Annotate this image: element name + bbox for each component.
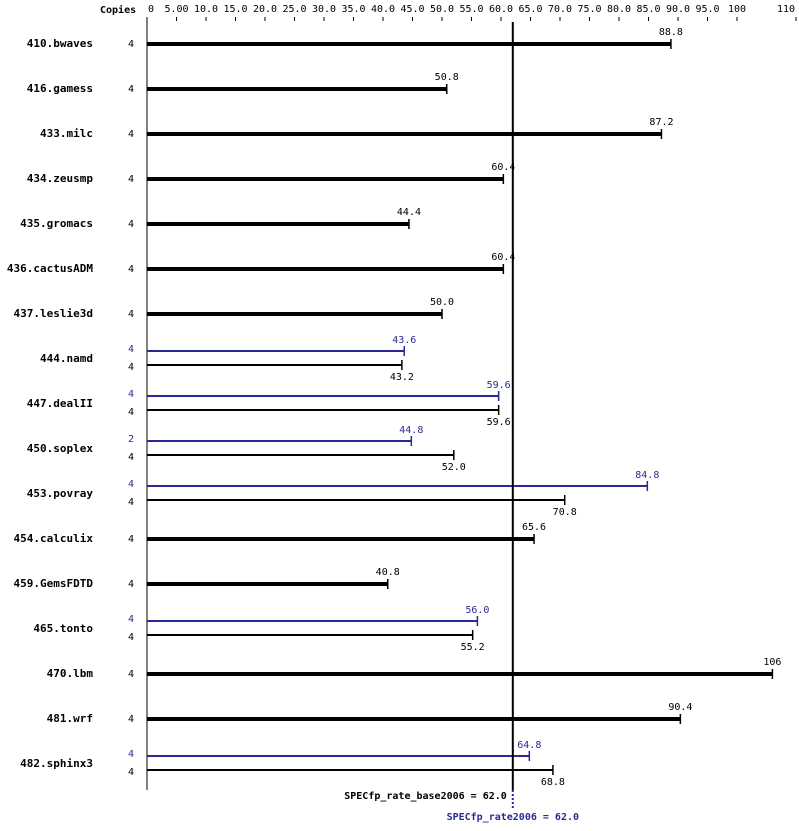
- copies: 4: [128, 714, 134, 725]
- value-label: 60.4: [491, 252, 515, 263]
- row-label: 434.zeusmp: [27, 172, 94, 185]
- value-label: 65.6: [522, 522, 546, 533]
- x-tick-label: 0: [148, 4, 154, 15]
- value-label: 90.4: [668, 702, 692, 713]
- x-tick-label: 95.0: [695, 4, 719, 15]
- x-tick-label: 35.0: [341, 4, 365, 15]
- copies-header: Copies: [100, 4, 136, 16]
- x-tick-label: 90.0: [666, 4, 690, 15]
- x-tick-label: 5.00: [164, 4, 188, 15]
- x-tick-label: 55.0: [459, 4, 483, 15]
- reference-label: SPECfp_rate_base2006 = 62.0: [344, 791, 507, 802]
- x-tick-label: 10.0: [194, 4, 218, 15]
- copies: 4: [128, 497, 134, 508]
- copies: 4: [128, 452, 134, 463]
- x-tick-label: 60.0: [489, 4, 513, 15]
- copies: 4: [128, 479, 134, 490]
- reference-label: SPECfp_rate2006 = 62.0: [447, 812, 579, 823]
- row-label: 447.dealII: [27, 397, 93, 410]
- copies: 4: [128, 344, 134, 355]
- x-tick-label: 110: [777, 4, 795, 15]
- row-label: 433.milc: [40, 127, 93, 140]
- x-tick-label: 20.0: [253, 4, 277, 15]
- value-label: 44.4: [397, 207, 421, 218]
- row-label: 437.leslie3d: [14, 307, 93, 320]
- copies: 4: [128, 579, 134, 590]
- row-label: 453.povray: [27, 487, 94, 500]
- row-label: 454.calculix: [14, 532, 94, 545]
- value-label: 106: [763, 657, 781, 668]
- copies: 4: [128, 632, 134, 643]
- copies: 4: [128, 309, 134, 320]
- value-label: 50.0: [430, 297, 454, 308]
- row-label: 482.sphinx3: [20, 757, 93, 770]
- row-label: 450.soplex: [27, 442, 94, 455]
- x-tick-label: 50.0: [430, 4, 454, 15]
- copies: 4: [128, 389, 134, 400]
- copies: 4: [128, 669, 134, 680]
- copies: 4: [128, 39, 134, 50]
- value-label: 40.8: [376, 567, 400, 578]
- value-label: 60.4: [491, 162, 515, 173]
- row-label: 470.lbm: [47, 667, 94, 680]
- value-label: 59.6: [487, 417, 511, 428]
- row-label: 481.wrf: [47, 712, 93, 725]
- copies: 4: [128, 362, 134, 373]
- x-tick-label: 25.0: [282, 4, 306, 15]
- row-label: 444.namd: [40, 352, 93, 365]
- copies: 4: [128, 534, 134, 545]
- x-tick-label: 40.0: [371, 4, 395, 15]
- x-tick-label: 85.0: [636, 4, 660, 15]
- value-label: 50.8: [435, 72, 459, 83]
- x-tick-label: 45.0: [400, 4, 424, 15]
- value-label: 68.8: [541, 777, 565, 788]
- x-tick-label: 100: [728, 4, 746, 15]
- value-label: 70.8: [553, 507, 577, 518]
- value-label: 55.2: [461, 642, 485, 653]
- row-label: 465.tonto: [33, 622, 93, 635]
- x-tick-label: 30.0: [312, 4, 336, 15]
- value-label: 43.6: [392, 335, 416, 346]
- x-tick-label: 15.0: [223, 4, 247, 15]
- copies: 4: [128, 219, 134, 230]
- value-label: 44.8: [399, 425, 423, 436]
- copies: 4: [128, 84, 134, 95]
- value-label: 56.0: [465, 605, 489, 616]
- value-label: 52.0: [442, 462, 466, 473]
- value-label: 84.8: [635, 470, 659, 481]
- row-label: 459.GemsFDTD: [14, 577, 94, 590]
- row-label: 435.gromacs: [20, 217, 93, 230]
- copies: 4: [128, 749, 134, 760]
- copies: 2: [128, 434, 134, 445]
- x-tick-label: 70.0: [548, 4, 572, 15]
- copies: 4: [128, 264, 134, 275]
- copies: 4: [128, 129, 134, 140]
- row-label: 410.bwaves: [27, 37, 93, 50]
- copies: 4: [128, 614, 134, 625]
- value-label: 87.2: [649, 117, 673, 128]
- x-tick-label: 80.0: [607, 4, 631, 15]
- row-label: 416.gamess: [27, 82, 93, 95]
- value-label: 64.8: [517, 740, 541, 751]
- copies: 4: [128, 407, 134, 418]
- x-tick-label: 65.0: [518, 4, 542, 15]
- value-label: 59.6: [487, 380, 511, 391]
- value-label: 88.8: [659, 27, 683, 38]
- row-label: 436.cactusADM: [7, 262, 93, 275]
- copies: 4: [128, 174, 134, 185]
- copies: 4: [128, 767, 134, 778]
- x-tick-label: 75.0: [577, 4, 601, 15]
- value-label: 43.2: [390, 372, 414, 383]
